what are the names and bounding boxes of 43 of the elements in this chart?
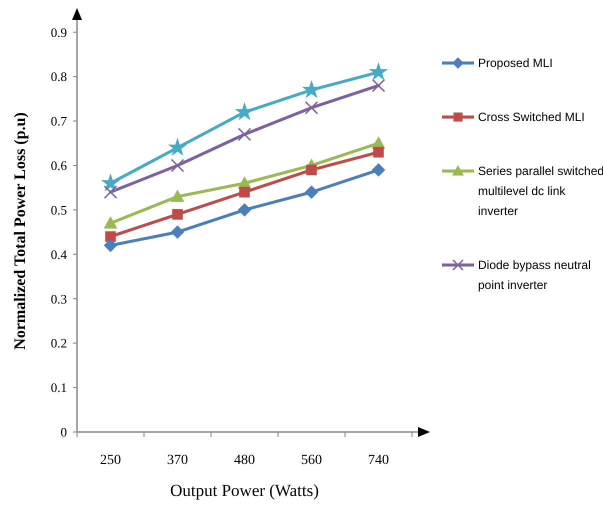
point <box>238 128 252 142</box>
point <box>102 174 119 191</box>
point <box>306 164 317 176</box>
point <box>172 209 183 220</box>
y-tick-label: 0.4 <box>50 246 68 262</box>
x-tick-label: 370 <box>167 453 188 468</box>
y-axis-title: Normalized Total Power Loss (p.u) <box>12 112 29 350</box>
point <box>373 146 384 158</box>
point <box>372 78 386 92</box>
x-tick-label: 560 <box>301 453 322 468</box>
point <box>104 238 117 252</box>
point <box>304 100 318 114</box>
y-tick-label: 0.2 <box>50 336 67 351</box>
point <box>239 186 250 198</box>
legend-label: Diode bypass neutral point inverter <box>478 258 591 292</box>
x-axis-title: Output Power (Watts) <box>170 481 319 500</box>
x-tick-label: 250 <box>100 453 121 468</box>
y-tick-label: 0.1 <box>50 380 67 396</box>
point <box>104 216 117 229</box>
y-tick-label: 0.5 <box>50 202 67 218</box>
y-tick-label: 0.3 <box>50 291 67 306</box>
point <box>236 103 253 120</box>
point <box>171 226 184 239</box>
point <box>169 138 186 155</box>
point <box>303 81 320 98</box>
y-tick-label: 0.9 <box>50 24 67 40</box>
point <box>170 158 184 172</box>
y-tick-label: 0 <box>60 424 67 440</box>
y-tick-label: 0.8 <box>50 69 67 84</box>
legend-label: Cross Switched MLI <box>478 110 585 124</box>
x-tick-label: 740 <box>368 453 389 468</box>
legend-label: Series parallel switched multilevel dc link inverter <box>478 164 603 218</box>
point <box>370 63 387 80</box>
point <box>171 190 184 202</box>
legend-label: Proposed MLI <box>478 56 553 70</box>
x-tick-label: 480 <box>234 453 255 468</box>
point <box>372 163 385 176</box>
point <box>305 186 318 199</box>
y-tick-label: 0.7 <box>50 114 68 129</box>
point <box>238 203 251 216</box>
point <box>105 231 116 242</box>
point <box>104 185 118 199</box>
y-tick-label: 0.6 <box>50 158 68 174</box>
